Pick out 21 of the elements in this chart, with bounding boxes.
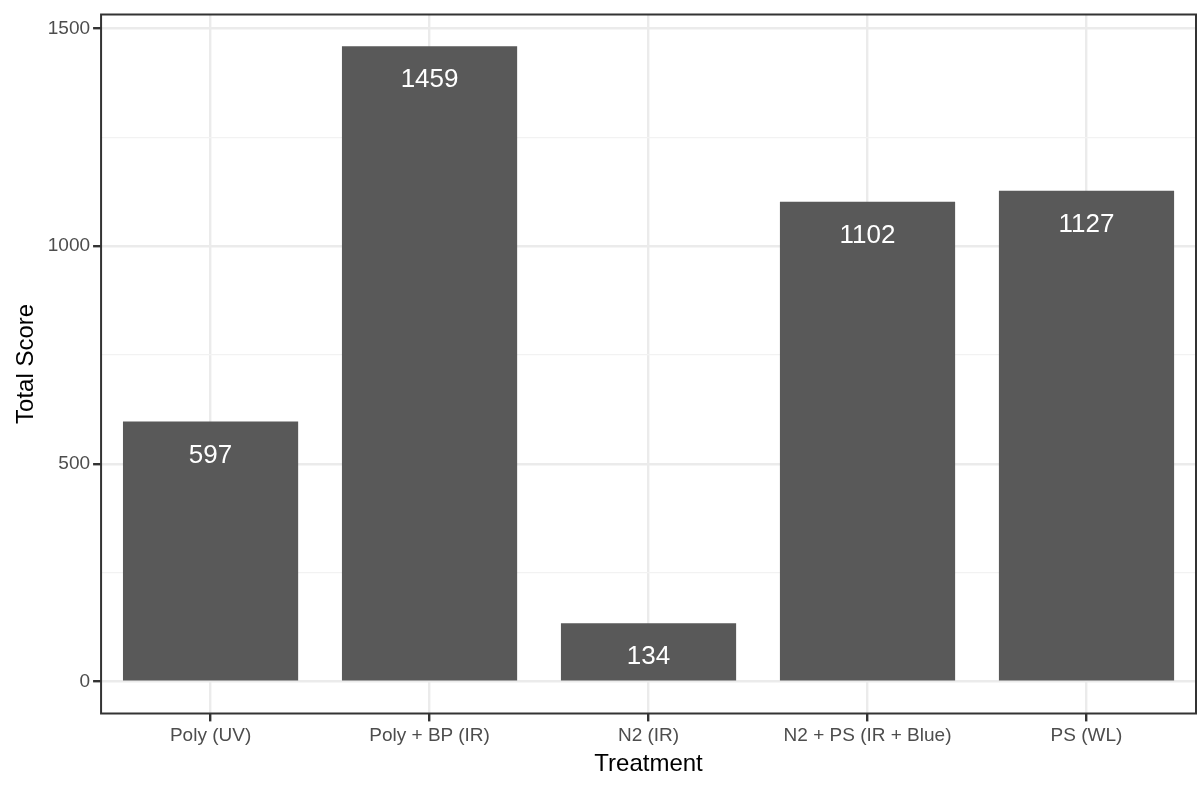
y-tick-label: 1500 (47, 16, 91, 38)
bar (998, 190, 1175, 681)
data-label: 1459 (400, 63, 459, 94)
y-axis-title: Total Score (11, 303, 39, 424)
bar (341, 46, 518, 681)
bar (560, 623, 737, 681)
bar (779, 201, 956, 681)
data-label: 1102 (839, 218, 896, 249)
x-tick-label: PS (WL) (1050, 724, 1123, 746)
bar (122, 421, 299, 681)
data-label: 1127 (1058, 207, 1115, 238)
x-tick-label: Poly (UV) (169, 724, 252, 746)
data-label: 597 (188, 438, 233, 469)
x-tick-label: Poly + BP (IR) (369, 724, 490, 746)
x-tick-label: N2 (IR) (617, 724, 680, 746)
x-tick-label: N2 + PS (IR + Blue) (783, 724, 952, 746)
y-tick-label: 0 (79, 669, 91, 691)
x-axis-title: Treatment (594, 749, 704, 777)
data-label: 134 (626, 640, 671, 671)
y-tick-label: 1000 (47, 234, 91, 256)
y-tick-label: 500 (58, 452, 91, 474)
